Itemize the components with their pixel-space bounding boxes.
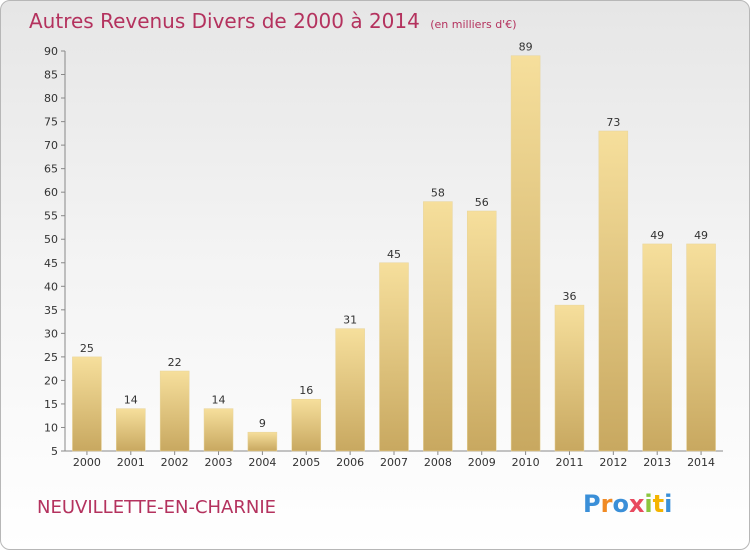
data-label-2013: 49 bbox=[650, 229, 664, 242]
y-tick-label: 25 bbox=[44, 351, 58, 364]
logo-letter: r bbox=[600, 490, 613, 518]
bar-2010 bbox=[510, 55, 541, 452]
y-tick-label: 5 bbox=[51, 445, 58, 458]
bar-2012 bbox=[598, 130, 629, 452]
logo-letter: o bbox=[612, 490, 629, 518]
y-tick-label: 80 bbox=[44, 92, 58, 105]
data-label-2004: 9 bbox=[259, 417, 266, 430]
bar-2005 bbox=[291, 398, 322, 452]
y-tick-label: 20 bbox=[44, 374, 58, 387]
y-tick-label: 90 bbox=[44, 45, 58, 58]
data-label-2000: 25 bbox=[80, 342, 94, 355]
data-label-2012: 73 bbox=[606, 116, 620, 129]
x-tick-label-2011: 2011 bbox=[555, 456, 583, 469]
logo-letter: x bbox=[628, 490, 645, 518]
logo-letter: i bbox=[664, 490, 673, 518]
unit-note: (en milliers d'€) bbox=[430, 18, 517, 31]
bar-2008 bbox=[423, 201, 453, 452]
data-label-2003: 14 bbox=[212, 394, 226, 407]
y-tick-label: 10 bbox=[44, 421, 58, 434]
x-tick-label-2013: 2013 bbox=[643, 456, 671, 469]
y-tick-label: 30 bbox=[44, 327, 58, 340]
y-tick-label: 35 bbox=[44, 304, 58, 317]
y-tick-label: 15 bbox=[44, 398, 58, 411]
data-label-2009: 56 bbox=[475, 196, 489, 209]
x-tick-label-2003: 2003 bbox=[205, 456, 233, 469]
data-label-2005: 16 bbox=[299, 384, 313, 397]
bar-2007 bbox=[379, 262, 409, 452]
x-tick-label-2009: 2009 bbox=[468, 456, 496, 469]
x-tick-label-2005: 2005 bbox=[292, 456, 320, 469]
y-tick-label: 45 bbox=[44, 257, 58, 270]
data-label-2007: 45 bbox=[387, 248, 401, 261]
data-label-2011: 36 bbox=[562, 290, 576, 303]
x-tick-label-2001: 2001 bbox=[117, 456, 145, 469]
x-tick-label-2007: 2007 bbox=[380, 456, 408, 469]
bar-2006 bbox=[335, 328, 365, 452]
y-tick-label: 70 bbox=[44, 139, 58, 152]
logo-letter: t bbox=[652, 490, 665, 518]
proxiti-logo[interactable]: Proxiti bbox=[583, 490, 672, 518]
y-tick-label: 65 bbox=[44, 163, 58, 176]
chart-title-text: Autres Revenus Divers de 2000 à 2014 bbox=[29, 9, 420, 33]
data-label-2001: 14 bbox=[124, 394, 138, 407]
x-tick-label-2000: 2000 bbox=[73, 456, 101, 469]
bar-2003 bbox=[203, 408, 234, 452]
commune-name: NEUVILLETTE-EN-CHARNIE bbox=[37, 497, 277, 518]
bar-2009 bbox=[466, 210, 497, 452]
logo-letter: P bbox=[583, 490, 601, 518]
data-label-2008: 58 bbox=[431, 187, 445, 200]
x-tick-label-2002: 2002 bbox=[161, 456, 189, 469]
y-tick-label: 75 bbox=[44, 116, 58, 129]
y-tick-label: 55 bbox=[44, 210, 58, 223]
bar-2011 bbox=[554, 304, 585, 452]
data-label-2010: 89 bbox=[519, 41, 533, 54]
x-tick-label-2006: 2006 bbox=[336, 456, 364, 469]
bar-2001 bbox=[116, 408, 146, 452]
x-tick-label-2008: 2008 bbox=[424, 456, 452, 469]
bar-2014 bbox=[686, 243, 716, 452]
y-tick-label: 60 bbox=[44, 186, 58, 199]
data-label-2006: 31 bbox=[343, 314, 357, 327]
x-tick-label-2010: 2010 bbox=[512, 456, 540, 469]
x-tick-label-2004: 2004 bbox=[248, 456, 276, 469]
chart-title: Autres Revenus Divers de 2000 à 2014 (en… bbox=[29, 9, 517, 33]
bar-2002 bbox=[159, 370, 190, 452]
y-tick-label: 40 bbox=[44, 280, 58, 293]
bar-2004 bbox=[247, 431, 278, 452]
data-label-2002: 22 bbox=[168, 356, 182, 369]
x-tick-label-2014: 2014 bbox=[687, 456, 715, 469]
bar-2013 bbox=[642, 243, 672, 452]
x-tick-label-2012: 2012 bbox=[599, 456, 627, 469]
y-tick-label: 85 bbox=[44, 69, 58, 82]
y-tick-label: 50 bbox=[44, 233, 58, 246]
data-label-2014: 49 bbox=[694, 229, 708, 242]
logo-letter: i bbox=[644, 490, 653, 518]
bar-2000 bbox=[72, 356, 102, 452]
